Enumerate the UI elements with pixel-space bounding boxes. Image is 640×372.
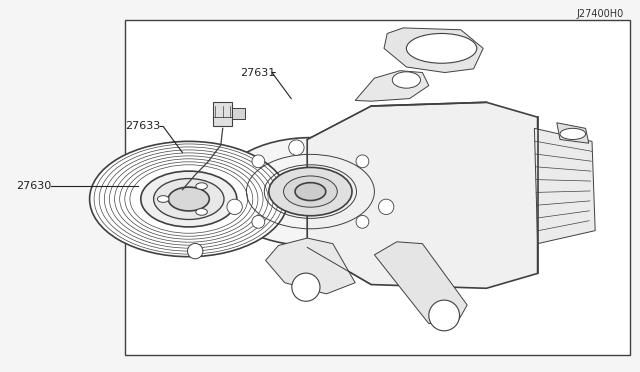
FancyBboxPatch shape [213, 102, 232, 126]
Polygon shape [355, 71, 429, 101]
Ellipse shape [392, 72, 420, 88]
Ellipse shape [141, 171, 237, 227]
Ellipse shape [154, 179, 224, 219]
FancyBboxPatch shape [232, 108, 245, 119]
Ellipse shape [269, 167, 352, 216]
Circle shape [429, 300, 460, 331]
Text: J27400H0: J27400H0 [577, 9, 624, 19]
Ellipse shape [196, 209, 207, 215]
Circle shape [289, 140, 304, 155]
Text: 27633: 27633 [125, 122, 160, 131]
Circle shape [227, 199, 243, 215]
Text: 27630: 27630 [16, 181, 51, 191]
Ellipse shape [157, 196, 169, 202]
Text: 27631: 27631 [240, 68, 275, 77]
Polygon shape [384, 28, 483, 73]
Circle shape [252, 155, 265, 168]
Polygon shape [266, 238, 355, 294]
Ellipse shape [406, 33, 477, 63]
Circle shape [356, 155, 369, 168]
Bar [125, 20, 630, 355]
Ellipse shape [168, 187, 209, 211]
Circle shape [356, 215, 369, 228]
Circle shape [378, 199, 394, 215]
Ellipse shape [218, 138, 403, 246]
Circle shape [252, 215, 265, 228]
Polygon shape [307, 102, 538, 288]
Polygon shape [534, 128, 595, 244]
Ellipse shape [295, 183, 326, 201]
Ellipse shape [560, 128, 586, 140]
Polygon shape [374, 242, 467, 324]
Ellipse shape [196, 183, 207, 189]
Circle shape [188, 243, 203, 259]
Ellipse shape [90, 141, 288, 257]
Ellipse shape [284, 176, 337, 207]
Polygon shape [557, 123, 589, 143]
Circle shape [292, 273, 320, 301]
